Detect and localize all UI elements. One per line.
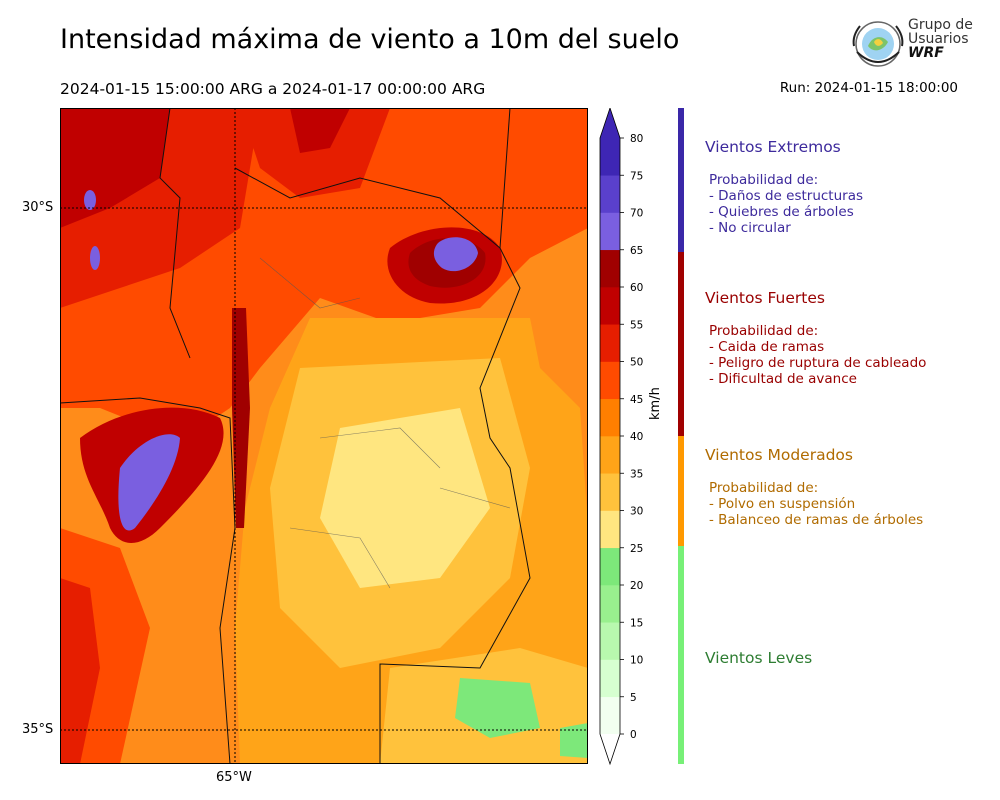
colorbar-tick-label: 10 [630,655,643,667]
category-title: Vientos Leves [705,649,813,667]
colorbar-segment [600,175,620,213]
colorbar-segment [600,659,620,698]
lon-label-65w: 65°W [216,770,252,785]
category-line: - No circular [709,220,791,236]
colorbar-segment [600,287,620,325]
colorbar-segment [600,547,620,586]
category-light: Vientos Leves [705,649,985,683]
forecast-period: 2024-01-15 15:00:00 ARG a 2024-01-17 00:… [60,80,486,98]
extreme-bar [678,108,684,252]
colorbar-segment [600,696,620,735]
colorbar-tick-label: 55 [630,319,643,331]
colorbar-segment [600,510,620,549]
category-strong: Vientos Fuertes Probabilidad de: - Caida… [705,289,985,387]
colorbar-segment [600,249,620,288]
logo-line-1: Grupo de [908,17,973,33]
logo-line-3: WRF [908,45,944,61]
colorbar-segment [600,361,620,400]
colorbar-segment [600,436,620,474]
logo-text: Grupo de Usuarios WRF [908,18,973,60]
lat-label-35s: 35°S [22,722,54,737]
category-title: Vientos Fuertes [705,289,825,307]
wind-map [60,108,588,764]
colorbar-tick-label: 35 [630,468,643,480]
category-line: - Balanceo de ramas de árboles [709,512,924,528]
category-line: - Polvo en suspensión [709,496,856,512]
category-line: - Quiebres de árboles [709,204,854,220]
colorbar-tick-label: 15 [630,617,643,629]
category-title: Vientos Extremos [705,138,841,156]
chart-title: Intensidad máxima de viento a 10m del su… [60,24,680,55]
category-line: Probabilidad de: [709,480,819,496]
colorbar-tick-label: 65 [630,245,643,257]
colorbar-segment [600,324,620,362]
light-bar [678,546,684,764]
category-line: Probabilidad de: [709,172,819,188]
wrf-logo [852,21,904,67]
moderate-bar [678,436,684,546]
category-title: Vientos Moderados [705,446,853,464]
colorbar-segment [600,473,620,511]
colorbar-segment [600,212,620,251]
logo-line-2: Usuarios [908,31,969,47]
colorbar: 0 5 10 15 20 25 30 35 40 45 50 55 60 65 70 75 80 [599,108,643,766]
colorbar-tick-label: 0 [630,729,637,741]
category-line: - Dificultad de avance [709,371,857,387]
colorbar-extend-bottom [600,734,620,764]
colorbar-extend-top [600,108,620,138]
colorbar-ticks: 0 5 10 15 20 25 30 35 40 45 50 55 60 65 70 75 80 [620,133,643,741]
colorbar-tick-label: 40 [630,431,643,443]
category-extreme: Vientos Extremos Probabilidad de: - Daño… [705,138,985,236]
category-line: - Peligro de ruptura de cableado [709,355,927,371]
run-time: Run: 2024-01-15 18:00:00 [779,80,958,96]
category-line: Probabilidad de: [709,323,819,339]
strong-bar [678,252,684,436]
category-line: - Caida de ramas [709,339,825,355]
colorbar-tick-label: 5 [630,692,637,704]
colorbar-tick-label: 70 [630,208,643,220]
category-line: - Daños de estructuras [709,188,864,204]
colorbar-segment [600,398,620,437]
lat-label-30s: 30°S [22,200,54,215]
colorbar-segment [600,138,620,176]
category-moderate: Vientos Moderados Probabilidad de: - Pol… [705,446,985,528]
colorbar-tick-label: 25 [630,543,643,555]
colorbar-segment [600,622,620,660]
colorbar-segments [599,108,621,766]
colorbar-tick-label: 50 [630,357,643,369]
colorbar-unit: km/h [648,387,663,420]
colorbar-tick-label: 20 [630,580,643,592]
colorbar-tick-label: 60 [630,282,643,294]
colorbar-tick-label: 45 [630,394,643,406]
colorbar-tick-label: 30 [630,506,643,518]
colorbar-tick-label: 75 [630,170,643,182]
colorbar-tick-label: 80 [630,133,643,145]
colorbar-segment [600,585,620,623]
